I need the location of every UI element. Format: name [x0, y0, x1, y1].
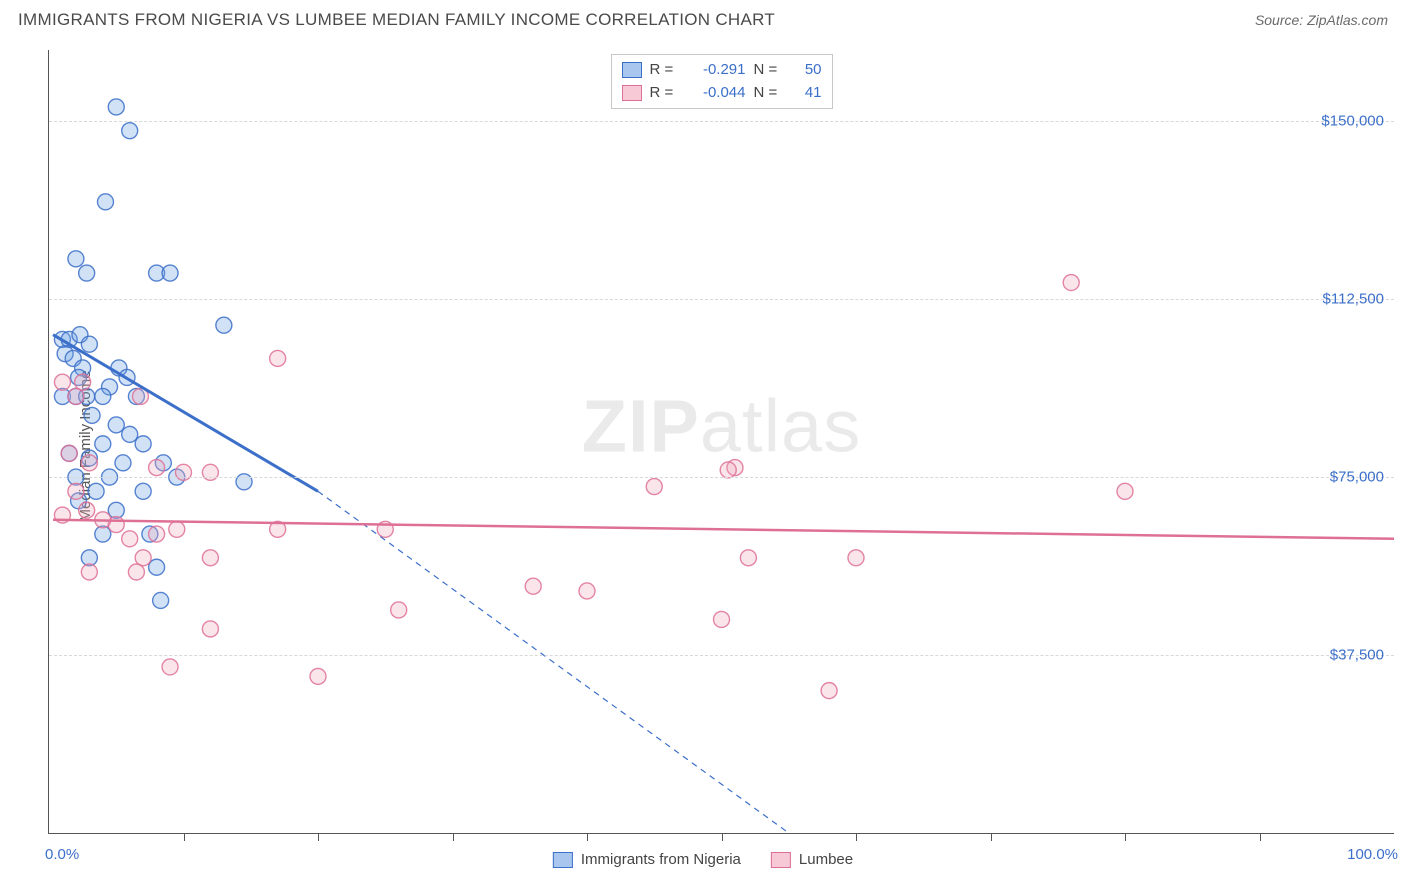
data-point [81, 336, 97, 352]
data-point [740, 550, 756, 566]
swatch-lumbee-icon [771, 852, 791, 868]
y-tick-label: $150,000 [1321, 113, 1384, 130]
scatter-svg [49, 50, 1394, 833]
swatch-lumbee [622, 85, 642, 101]
data-point [202, 550, 218, 566]
data-point [153, 592, 169, 608]
data-point [81, 455, 97, 471]
data-point [122, 426, 138, 442]
data-point [270, 350, 286, 366]
series-legend: Immigrants from Nigeria Lumbee [553, 851, 853, 868]
x-tick [1260, 833, 1261, 841]
data-point [162, 265, 178, 281]
x-axis-start-label: 0.0% [45, 846, 79, 863]
data-point [579, 583, 595, 599]
x-tick [1125, 833, 1126, 841]
data-point [68, 483, 84, 499]
data-point [81, 564, 97, 580]
data-point [1117, 483, 1133, 499]
data-point [135, 550, 151, 566]
data-point [1063, 275, 1079, 291]
source-attribution: Source: ZipAtlas.com [1255, 12, 1388, 28]
data-point [720, 462, 736, 478]
data-point [79, 502, 95, 518]
data-point [61, 445, 77, 461]
x-tick [453, 833, 454, 841]
data-point [149, 559, 165, 575]
legend-item-nigeria: Immigrants from Nigeria [553, 851, 741, 868]
data-point [84, 407, 100, 423]
data-point [108, 417, 124, 433]
data-point [122, 531, 138, 547]
legend-row-nigeria: R =-0.291 N =50 [622, 59, 822, 82]
data-point [75, 374, 91, 390]
data-point [169, 521, 185, 537]
data-point [216, 317, 232, 333]
data-point [821, 683, 837, 699]
data-point [714, 611, 730, 627]
chart-plot-area: ZIPatlas R =-0.291 N =50 R =-0.044 N =41… [48, 50, 1394, 834]
gridline [49, 655, 1394, 656]
data-point [646, 479, 662, 495]
gridline [49, 477, 1394, 478]
data-point [848, 550, 864, 566]
x-tick [318, 833, 319, 841]
data-point [88, 483, 104, 499]
x-tick [991, 833, 992, 841]
legend-item-lumbee: Lumbee [771, 851, 853, 868]
data-point [525, 578, 541, 594]
x-tick [856, 833, 857, 841]
data-point [54, 374, 70, 390]
data-point [135, 436, 151, 452]
data-point [97, 194, 113, 210]
data-point [162, 659, 178, 675]
gridline [49, 121, 1394, 122]
y-tick-label: $112,500 [1323, 291, 1384, 308]
x-tick [184, 833, 185, 841]
data-point [149, 526, 165, 542]
x-tick [587, 833, 588, 841]
data-point [391, 602, 407, 618]
data-point [68, 251, 84, 267]
trend-line-extrapolated [318, 491, 789, 833]
data-point [79, 265, 95, 281]
data-point [68, 388, 84, 404]
swatch-nigeria-icon [553, 852, 573, 868]
swatch-nigeria [622, 62, 642, 78]
data-point [115, 455, 131, 471]
x-tick [722, 833, 723, 841]
data-point [135, 483, 151, 499]
data-point [310, 668, 326, 684]
data-point [122, 123, 138, 139]
x-axis-end-label: 100.0% [1347, 846, 1398, 863]
correlation-legend: R =-0.291 N =50 R =-0.044 N =41 [611, 54, 833, 109]
legend-row-lumbee: R =-0.044 N =41 [622, 82, 822, 105]
y-tick-label: $75,000 [1330, 469, 1384, 486]
gridline [49, 299, 1394, 300]
chart-title: IMMIGRANTS FROM NIGERIA VS LUMBEE MEDIAN… [18, 10, 775, 30]
data-point [95, 388, 111, 404]
data-point [108, 99, 124, 115]
trend-line [53, 520, 1394, 539]
y-tick-label: $37,500 [1330, 647, 1384, 664]
data-point [149, 460, 165, 476]
data-point [128, 564, 144, 580]
data-point [95, 436, 111, 452]
data-point [202, 621, 218, 637]
